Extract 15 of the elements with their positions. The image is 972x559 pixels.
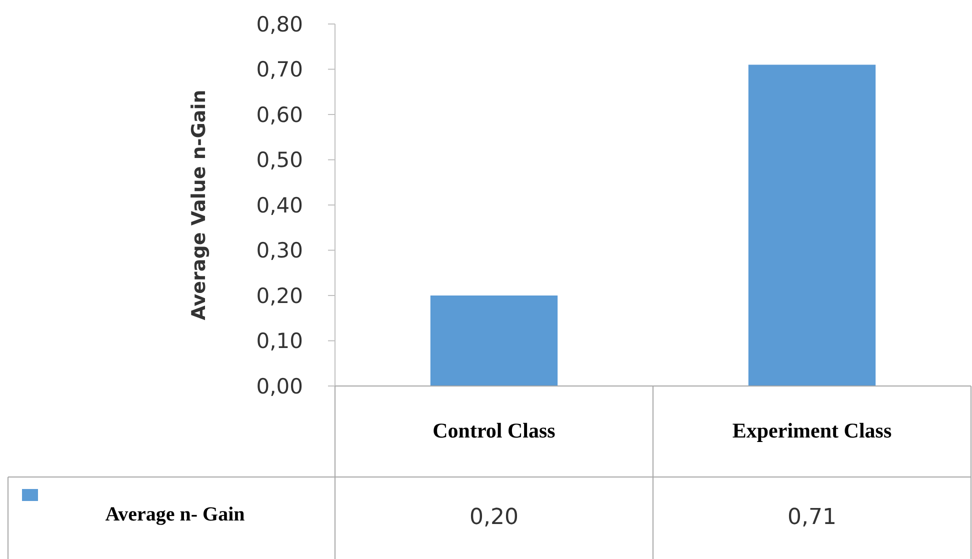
x-tick-label: Experiment Class <box>732 418 892 442</box>
y-tick-label: 0,00 <box>256 374 303 398</box>
y-tick-label: 0,10 <box>256 329 303 354</box>
data-label: 0,71 <box>788 505 836 530</box>
y-axis-title: Average Value n-Gain <box>188 90 210 320</box>
y-tick-label: 0,30 <box>256 238 303 263</box>
data-label: 0,20 <box>470 505 518 530</box>
y-tick-label: 0,20 <box>256 284 303 308</box>
y-tick-label: 0,50 <box>256 148 303 172</box>
x-tick-label: Control Class <box>432 418 556 442</box>
y-tick-label: 0,60 <box>256 102 303 127</box>
y-tick-label: 0,80 <box>256 12 303 36</box>
y-tick-label: 0,70 <box>256 58 303 82</box>
text: Average n- Gain <box>105 504 245 526</box>
y-tick-label: 0,40 <box>256 193 303 218</box>
